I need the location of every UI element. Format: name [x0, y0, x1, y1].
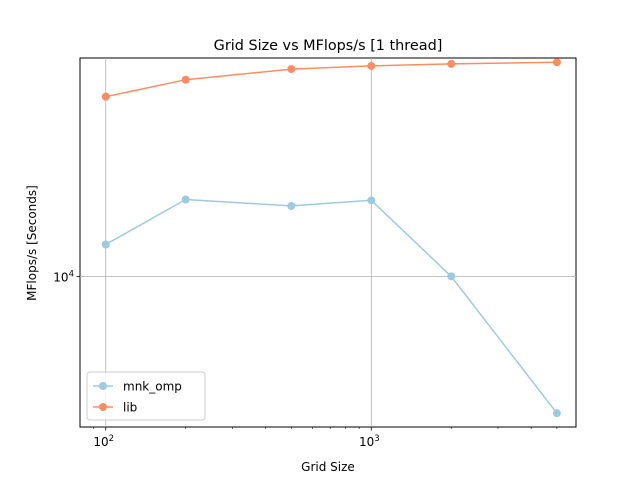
data-point-mnk_omp [552, 409, 561, 418]
x-axis-label: Grid Size [301, 460, 355, 474]
x-tick-label: 103 [359, 434, 380, 449]
legend-swatch-marker [99, 382, 107, 390]
legend-label: lib [123, 401, 137, 415]
chart-title: Grid Size vs MFlops/s [1 thread] [214, 38, 443, 54]
data-point-lib [552, 58, 561, 67]
data-point-lib [367, 61, 376, 70]
series-line-lib [105, 61, 557, 98]
y-axis-label: MFlops/s [Seconds] [25, 185, 39, 301]
legend-swatch-marker [99, 403, 107, 411]
series-line-mnk_omp [105, 198, 558, 414]
plot-frame [79, 57, 577, 428]
legend-box [86, 371, 206, 421]
data-point-lib [181, 75, 190, 84]
data-point-mnk_omp [367, 196, 376, 205]
legend-label: mnk_omp [123, 380, 182, 394]
axis-ticks: 102 103 104 [53, 270, 558, 449]
data-point-lib [287, 65, 296, 74]
data-point-mnk_omp [181, 195, 190, 204]
series-layer [101, 58, 561, 418]
data-point-lib [101, 92, 110, 101]
data-point-lib [447, 59, 456, 68]
data-point-mnk_omp [101, 240, 110, 249]
data-point-mnk_omp [287, 201, 296, 210]
y-tick-label: 104 [53, 270, 74, 285]
data-point-mnk_omp [447, 272, 456, 281]
x-tick-label: 102 [93, 434, 114, 449]
